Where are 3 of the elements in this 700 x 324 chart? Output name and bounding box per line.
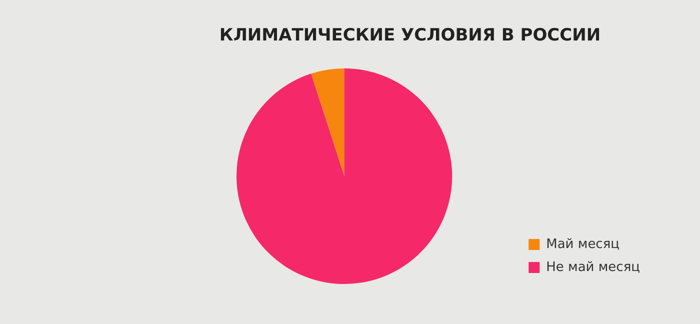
legend-label: Май месяц	[546, 236, 620, 252]
chart-title: КЛИМАТИЧЕСКИЕ УСЛОВИЯ В РОССИИ	[219, 26, 601, 46]
legend-label: Не май месяц	[546, 260, 640, 275]
